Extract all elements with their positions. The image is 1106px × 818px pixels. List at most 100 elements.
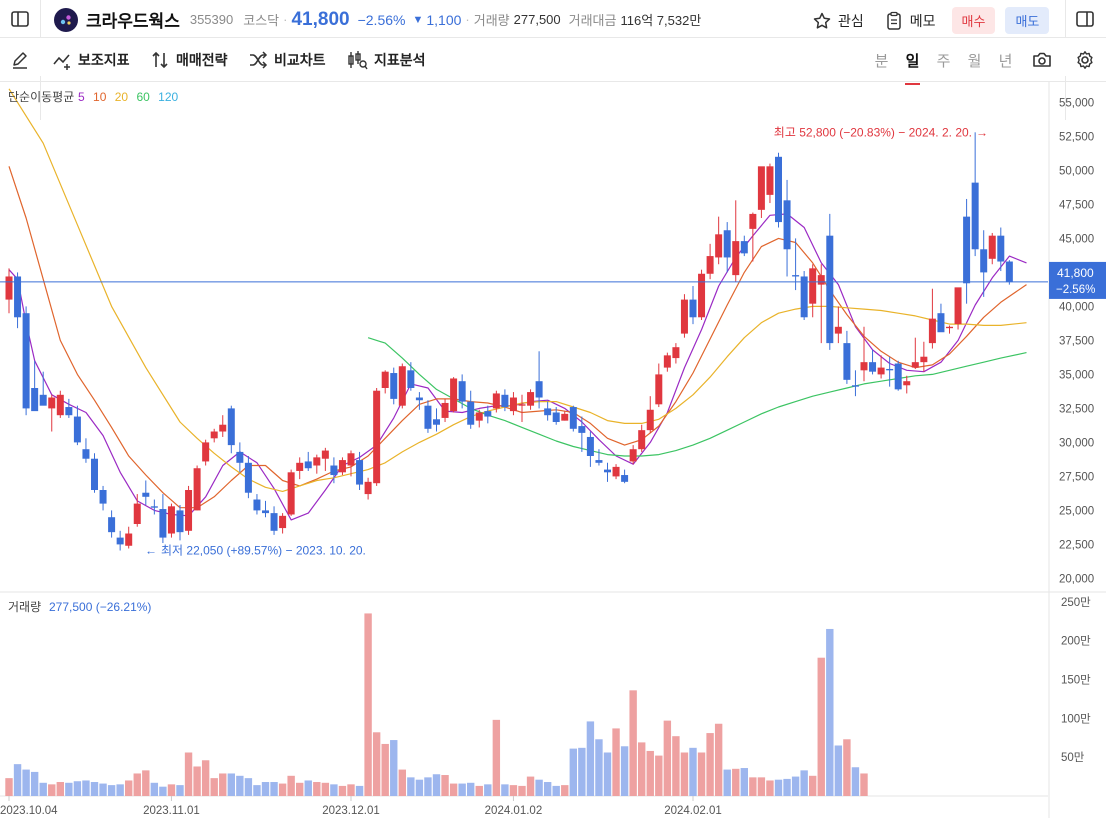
volume-bar: [338, 785, 347, 796]
candle-body: [766, 166, 774, 195]
volume-bar: [82, 780, 90, 796]
candle-body: [390, 373, 398, 399]
memo-button[interactable]: 메모: [884, 11, 936, 31]
ma10-line: [8, 166, 1027, 509]
volume-bar: [39, 782, 47, 796]
volume-bar: [492, 719, 501, 796]
tab-year[interactable]: 년: [998, 53, 1013, 70]
camera-icon[interactable]: [1031, 50, 1053, 70]
candle-body: [287, 472, 295, 515]
stock-code: 355390: [189, 12, 234, 27]
volume-bar: [210, 778, 218, 796]
volume-bar: [287, 775, 295, 796]
stock-logo: [54, 7, 78, 32]
volume-bar: [159, 786, 167, 796]
volume-bar: [484, 784, 492, 796]
volume-bar: [714, 723, 723, 796]
tab-month[interactable]: 월: [967, 53, 982, 70]
candle-body: [48, 397, 56, 409]
candle-body: [544, 408, 552, 416]
volume-bar: [201, 760, 210, 796]
right-panel-toggle-icon[interactable]: [1075, 9, 1095, 29]
amount-label: 거래대금: [568, 13, 617, 28]
compare-button[interactable]: 비교차트: [248, 50, 326, 70]
watch-button[interactable]: 관심: [812, 11, 864, 31]
ma-legend-title: 단순이동평균: [8, 90, 74, 104]
candle-body: [133, 503, 141, 524]
candle-body: [73, 416, 81, 443]
sell-button[interactable]: 매도: [1005, 7, 1050, 34]
candle-body: [321, 450, 329, 459]
indicators-label: 보조지표: [78, 52, 130, 68]
candle-body: [732, 241, 740, 276]
price-volume-chart[interactable]: 55,00052,50050,00047,50045,00042,50040,0…: [0, 82, 1106, 818]
candle-body: [518, 404, 526, 406]
volume-bar: [680, 752, 689, 796]
volume-bar: [638, 742, 646, 796]
volume-bar: [620, 746, 629, 796]
compare-label: 비교차트: [274, 52, 326, 68]
candle-body: [185, 490, 193, 531]
candle-body: [167, 506, 175, 534]
candle-body: [689, 299, 697, 318]
candle-body: [304, 461, 312, 469]
candle-body: [586, 436, 594, 456]
candle-body: [629, 449, 637, 462]
volume-bar: [150, 782, 159, 796]
volume-bar: [167, 784, 176, 796]
candle-body: [424, 405, 432, 429]
settings-gear-icon[interactable]: [1075, 50, 1095, 70]
tab-day[interactable]: 일: [897, 50, 928, 85]
volume-bar: [535, 779, 543, 796]
top-bar: 크라우드웍스 355390 코스닥 · 41,800 −2.56% ▼ 1,10…: [0, 0, 1106, 38]
candle-body: [963, 216, 971, 284]
pencil-icon[interactable]: [10, 50, 30, 70]
ma60-legend: 60: [136, 90, 150, 104]
ma60-line: [367, 337, 1027, 457]
y-tick-label: 47,500: [1059, 199, 1094, 211]
volume-bar: [578, 747, 586, 796]
indicators-button[interactable]: 보조지표: [52, 50, 130, 70]
volume-bar: [30, 771, 39, 796]
candle-body: [783, 200, 791, 250]
volume-bar: [398, 769, 406, 796]
candle-body: [415, 397, 423, 401]
change-percent: −2.56%: [357, 11, 406, 28]
volume-bar: [655, 755, 663, 796]
volume-bar: [774, 779, 783, 796]
candle-body: [877, 367, 885, 375]
candle-body: [313, 457, 321, 466]
candle-body: [971, 182, 979, 250]
candle-body: [193, 468, 201, 511]
candle-body: [817, 275, 825, 285]
analysis-button[interactable]: 지표분석: [346, 50, 426, 70]
candle-body: [176, 510, 184, 533]
current-price: 41,800: [291, 8, 350, 30]
candle-body: [65, 407, 73, 416]
volume-bar: [176, 785, 184, 796]
volume-bar: [809, 775, 817, 796]
candle-body: [698, 273, 706, 318]
ma-legend: 5 10 20 60 120: [78, 90, 178, 104]
strategy-button[interactable]: 매매전략: [150, 50, 228, 70]
volume-bar: [706, 733, 714, 796]
stock-name[interactable]: 크라우드웍스: [86, 12, 180, 31]
sidebar-toggle-icon[interactable]: [10, 9, 30, 29]
candle-body: [706, 256, 714, 274]
tab-week[interactable]: 주: [936, 53, 951, 70]
y-tick-label: 27,500: [1059, 471, 1094, 483]
up-down-arrows-icon: [152, 51, 168, 69]
volume-bar: [90, 782, 99, 796]
candle-body: [475, 412, 483, 421]
volume-bar: [219, 773, 227, 796]
candle-body: [826, 235, 834, 344]
volume-bar: [757, 777, 766, 796]
candle-body: [116, 537, 124, 545]
volume-bar: [296, 782, 304, 796]
tab-minute[interactable]: 분: [874, 53, 889, 70]
candle-body: [219, 424, 227, 432]
candle-body: [484, 411, 492, 417]
candle-body: [142, 492, 150, 497]
buy-button[interactable]: 매수: [951, 7, 996, 34]
